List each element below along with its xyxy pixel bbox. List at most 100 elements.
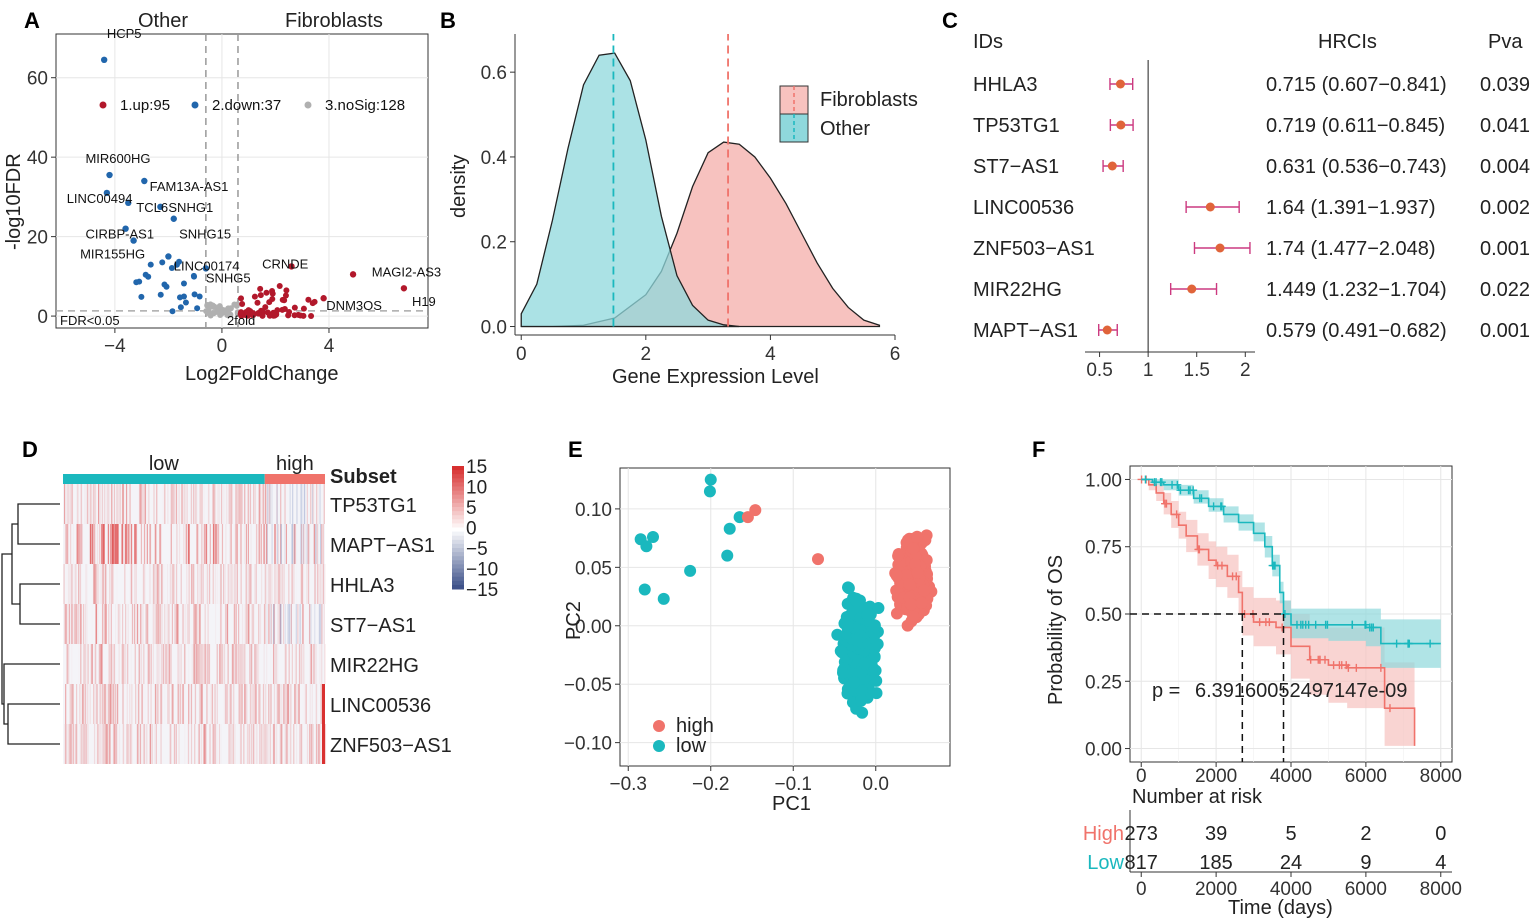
forest-header-hr: HRCIs [1318, 31, 1377, 53]
risk-value: 185 [1199, 852, 1232, 874]
heatmap-cell [245, 684, 247, 724]
heatmap-cell [241, 644, 243, 684]
point-up [308, 312, 315, 319]
heatmap-cell [274, 564, 276, 604]
panel-f: F 0 2000 4000 6000 8000 0.000.250.500.751.00… [1032, 437, 1462, 919]
heatmap-cell [181, 604, 184, 644]
heatmap-cell [92, 484, 94, 524]
heatmap-cell [300, 644, 302, 684]
heatmap-cell [217, 724, 218, 764]
heatmap-cell [81, 724, 83, 764]
km-censor-mark [1173, 480, 1182, 489]
heatmap-cell [167, 684, 169, 724]
heatmap-cell [273, 604, 274, 644]
heatmap-cell [241, 684, 243, 724]
heatmap-cell [99, 564, 101, 604]
heatmap-cell [324, 644, 326, 684]
legend-high-marker [653, 720, 665, 732]
heatmap-cell [119, 484, 121, 524]
point-label: TCL6 [136, 200, 168, 215]
heatmap-cell [214, 684, 216, 724]
heatmap-cell [191, 564, 193, 604]
heatmap-cell [164, 604, 166, 644]
heatmap-cell [125, 524, 127, 564]
heatmap-cell [265, 684, 267, 724]
heatmap-cell [322, 724, 325, 764]
heatmap-cell [173, 524, 174, 564]
labeled-point [202, 265, 210, 272]
heatmap-cell [302, 524, 305, 564]
heatmap-cell [131, 564, 133, 604]
heatmap-cell [269, 724, 271, 764]
heatmap-cell [311, 484, 314, 524]
panel-b-legend: Fibroblasts Other [779, 85, 918, 143]
annotation-low [63, 474, 265, 484]
heatmap-cell [80, 484, 83, 524]
heatmap-cell [172, 484, 174, 524]
heatmap-cell [300, 564, 302, 604]
heatmap-cell [90, 524, 92, 564]
heatmap-cell [280, 604, 282, 644]
heatmap-cell [94, 484, 97, 524]
heatmap-cell [269, 564, 272, 604]
heatmap-cell [69, 724, 72, 764]
point-up [251, 293, 258, 300]
heatmap-cell [302, 604, 304, 644]
heatmap-cell [214, 564, 217, 604]
heatmap-cell [104, 564, 106, 604]
point-outlier [657, 592, 670, 605]
heatmap-cell [317, 524, 319, 564]
colorbar-segment [452, 515, 464, 520]
heatmap-cell [84, 684, 86, 724]
heatmap-cell [271, 724, 272, 764]
forest-point [1116, 120, 1126, 130]
heatmap-cell [143, 684, 144, 724]
labeled-point [130, 237, 137, 244]
heatmap-cell [86, 484, 88, 524]
heatmap-cell [122, 644, 125, 684]
heatmap-cell [161, 564, 163, 604]
heatmap-cell [313, 644, 315, 684]
point-nosig [204, 302, 211, 309]
heatmap-cell [163, 484, 164, 524]
heatmap-cell [104, 724, 107, 764]
heatmap-cells [63, 484, 327, 764]
heatmap-cell [252, 724, 254, 764]
panel-e-legend: high low [653, 715, 714, 757]
heatmap-cell [245, 684, 247, 724]
heatmap-cell [320, 524, 322, 564]
heatmap-cell [171, 484, 173, 524]
heatmap-cell [312, 484, 315, 524]
colorbar-segment [452, 498, 464, 504]
heatmap-cell [112, 684, 114, 724]
heatmap-cell [290, 604, 292, 644]
heatmap-cell [115, 524, 117, 564]
heatmap-cell [67, 524, 69, 564]
fdr-threshold-label: FDR<0.05 [60, 313, 120, 328]
heatmap-cell [140, 644, 143, 684]
panel-a-header-right: Fibroblasts [285, 10, 383, 32]
heatmap-row-label: TP53TG1 [330, 495, 417, 517]
heatmap-cell [203, 724, 205, 764]
heatmap-cell [284, 604, 286, 644]
y-tick-label: 0.05 [575, 558, 612, 579]
heatmap-cell [263, 524, 266, 564]
heatmap-cell [157, 564, 159, 604]
heatmap-cell [291, 524, 293, 564]
heatmap-cell [236, 524, 238, 564]
heatmap-cell [129, 484, 131, 524]
km-censor-mark [1404, 639, 1413, 648]
point-outlier [723, 522, 736, 535]
heatmap-cell [176, 484, 178, 524]
heatmap-cell [240, 524, 242, 564]
heatmap-cell [308, 604, 310, 644]
x-tick-label: 4 [324, 336, 335, 357]
panel-e: E −0.3 −0.2 −0.1 0.0 0.100.050.00−0.05−0.10… [563, 437, 951, 815]
heatmap-cell [262, 524, 265, 564]
heatmap-cell [142, 564, 145, 604]
heatmap-cell [224, 564, 226, 604]
km-censor-mark [1189, 486, 1198, 495]
labeled-point [106, 171, 113, 179]
heatmap-cell [105, 724, 107, 764]
heatmap-cell [207, 604, 209, 644]
